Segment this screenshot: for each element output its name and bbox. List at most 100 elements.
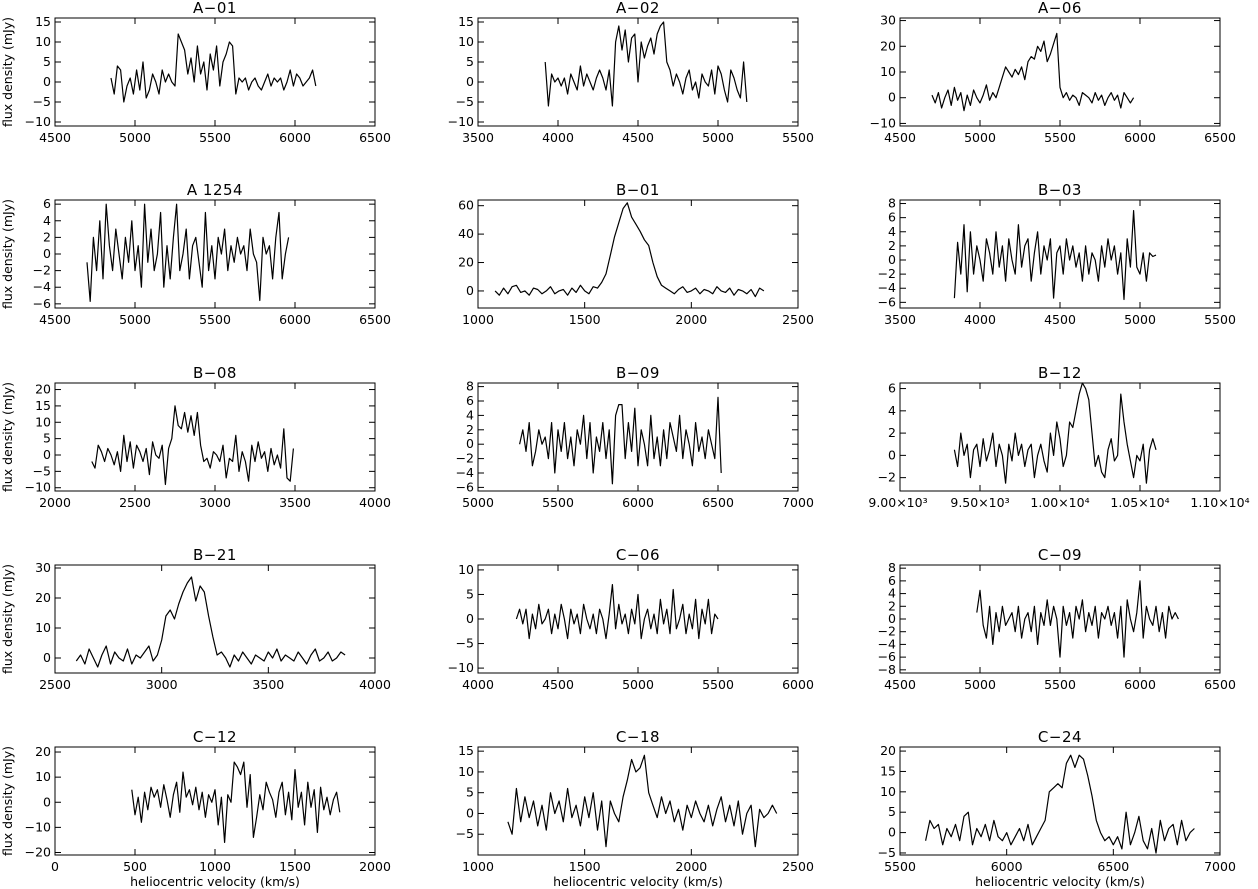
y-tick-label: −5	[456, 94, 474, 109]
y-tick-label: −6	[456, 479, 474, 494]
y-tick-label: 20	[35, 590, 51, 605]
x-tick-label: 2500	[39, 677, 71, 692]
x-tick-label: 7000	[1204, 859, 1236, 874]
spectrum-panel: C−18 1000 1500 2000 2500 −5 0 5 10 15 heliocentric…	[456, 728, 814, 889]
plot-frame	[899, 746, 1221, 856]
panel-title: A−01	[193, 0, 237, 17]
x-tick-label: 6000	[279, 130, 311, 145]
y-tick-label: 5	[466, 785, 474, 800]
y-tick-label: 20	[35, 744, 51, 759]
x-tick-label: 1.10×10⁴	[1190, 495, 1249, 510]
spectrum-panel: B−12 9.00×10³ 9.50×10³ 1.00×10⁴ 1.05×10⁴ 1.10…	[868, 364, 1249, 510]
y-tick-label: −4	[878, 636, 896, 651]
y-tick-label: 8	[888, 196, 896, 211]
x-tick-label: 1.00×10⁴	[1030, 495, 1089, 510]
y-tick-label: 10	[35, 34, 51, 49]
x-tick-label: 6000	[279, 312, 311, 327]
plot-frame	[477, 17, 799, 127]
y-tick-label: 5	[466, 54, 474, 69]
y-tick-label: 0	[888, 90, 896, 105]
y-tick-label: −10	[25, 480, 51, 495]
y-tick-label: 4	[888, 403, 896, 418]
y-tick-label: 30	[880, 13, 896, 28]
x-axis-label: heliocentric velocity (km/s)	[130, 874, 300, 889]
x-tick-label: 5500	[1044, 130, 1076, 145]
y-tick-label: 6	[888, 573, 896, 588]
y-tick-label: 6	[466, 393, 474, 408]
panel-title: B−01	[616, 181, 660, 199]
y-tick-label: −6	[878, 649, 896, 664]
y-tick-label: 0	[43, 650, 51, 665]
y-tick-label: 20	[880, 38, 896, 53]
x-tick-label: 4500	[39, 312, 71, 327]
x-tick-label: 9.00×10³	[868, 495, 927, 510]
y-tick-label: 0	[888, 611, 896, 626]
panel-title: B−08	[193, 364, 237, 382]
spectrum-line	[519, 396, 722, 485]
panel-title: A−06	[1038, 0, 1082, 17]
plot-frame	[54, 564, 376, 674]
y-tick-label: −4	[33, 279, 51, 294]
x-tick-label: 9.50×10³	[950, 495, 1009, 510]
x-tick-label: 4500	[622, 130, 654, 145]
y-tick-label: −10	[448, 660, 474, 675]
panel-title: C−24	[1038, 728, 1082, 746]
x-tick-label: 4000	[542, 130, 574, 145]
x-tick-label: 4500	[884, 130, 916, 145]
x-tick-label: 5500	[1044, 677, 1076, 692]
y-tick-label: 15	[35, 398, 51, 413]
panel-title: C−12	[193, 728, 237, 746]
y-tick-label: 0	[43, 794, 51, 809]
panel-title: B−09	[616, 364, 660, 382]
x-tick-label: 5000	[964, 130, 996, 145]
x-tick-label: 1500	[569, 312, 601, 327]
x-tick-label: 2500	[782, 312, 814, 327]
y-tick-label: 20	[880, 743, 896, 758]
y-tick-label: 20	[35, 382, 51, 397]
y-tick-label: −2	[33, 263, 51, 278]
x-tick-label: 4500	[1044, 312, 1076, 327]
y-tick-label: −6	[878, 294, 896, 309]
x-tick-label: 1500	[569, 859, 601, 874]
x-tick-label: 4500	[542, 677, 574, 692]
plot-frame	[899, 17, 1221, 127]
y-tick-label: −5	[878, 845, 896, 860]
y-tick-label: 0	[466, 283, 474, 298]
y-tick-label: 10	[880, 64, 896, 79]
x-tick-label: 2000	[675, 859, 707, 874]
spectrum-panel: B−21 2500 3000 3500 4000 0 10 20 30 flux density …	[0, 546, 391, 692]
y-tick-label: −2	[878, 470, 896, 485]
x-tick-label: 4000	[964, 312, 996, 327]
y-tick-label: 0	[43, 246, 51, 261]
x-tick-label: 6500	[1097, 859, 1129, 874]
x-tick-label: 5000	[964, 677, 996, 692]
plot-frame	[477, 746, 799, 856]
spectrum-line	[75, 576, 346, 668]
x-tick-label: 6000	[622, 495, 654, 510]
y-tick-label: 10	[35, 414, 51, 429]
y-tick-label: −2	[456, 451, 474, 466]
y-tick-label: 5	[43, 54, 51, 69]
spectrum-panel: B−01 1000 1500 2000 2500 0 20 40 60	[458, 181, 814, 327]
x-tick-label: 5500	[884, 859, 916, 874]
y-tick-label: 15	[880, 763, 896, 778]
plot-frame	[477, 382, 799, 492]
spectrum-panel: A−01 4500 5000 5500 6000 6500 −10 −5 0 5 10 15 flux …	[0, 0, 391, 145]
x-tick-label: 6500	[1204, 130, 1236, 145]
x-axis-label: heliocentric velocity (km/s)	[553, 874, 723, 889]
x-tick-label: 2000	[39, 495, 71, 510]
y-tick-label: −4	[456, 465, 474, 480]
x-tick-label: 5000	[1124, 312, 1156, 327]
y-tick-label: 2	[888, 425, 896, 440]
y-tick-label: 15	[458, 743, 474, 758]
y-tick-label: 2	[466, 422, 474, 437]
x-tick-label: 3500	[462, 130, 494, 145]
spectrum-line	[925, 754, 1195, 854]
x-tick-label: 3500	[884, 312, 916, 327]
y-tick-label: −10	[25, 819, 51, 834]
y-tick-label: 60	[458, 198, 474, 213]
y-tick-label: 0	[466, 74, 474, 89]
